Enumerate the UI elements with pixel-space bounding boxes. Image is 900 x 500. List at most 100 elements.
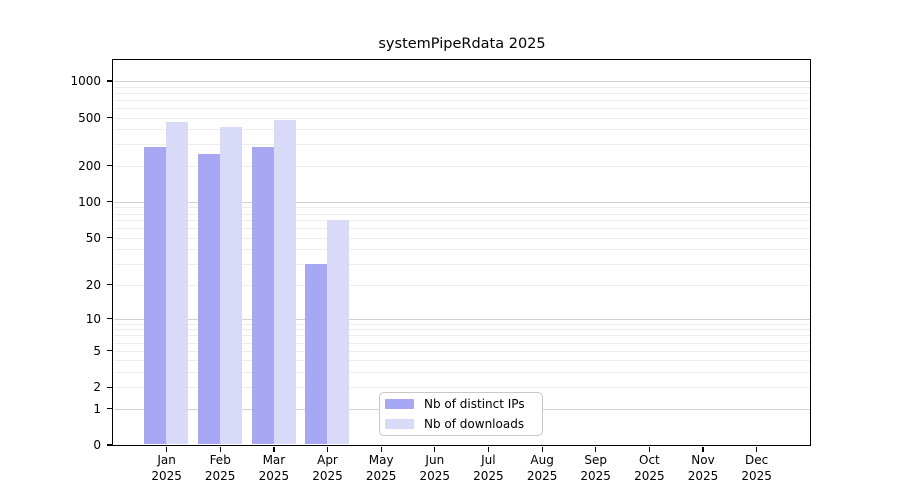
x-tick-label: Jul 2025 <box>456 452 520 484</box>
y-tick-mark <box>107 407 113 410</box>
gridline-minor <box>114 117 810 119</box>
y-tick-label: 1 <box>93 401 101 416</box>
x-tick-year: 2025 <box>312 469 343 483</box>
y-tick-mark <box>107 350 113 352</box>
legend-swatch-distinct-ips <box>385 399 414 410</box>
x-tick-month: Dec <box>744 453 769 467</box>
x-tick-month: Jul <box>481 453 496 467</box>
y-tick-mark <box>107 444 113 446</box>
x-tick-label: Mar 2025 <box>242 452 306 484</box>
gridline-minor <box>114 323 810 325</box>
y-tick-mark <box>107 201 113 203</box>
gridline-minor <box>114 237 810 239</box>
y-tick-label: 50 <box>85 230 101 245</box>
legend-swatch-downloads <box>385 418 414 429</box>
x-tick-mark <box>648 447 651 452</box>
y-tick-mark <box>107 116 113 119</box>
x-tick-month: Jan <box>157 453 176 467</box>
x-tick-year: 2025 <box>687 469 719 483</box>
bar-distinct-ips <box>197 153 220 444</box>
x-tick-mark <box>756 447 758 452</box>
y-tick-label: 5 <box>93 343 101 358</box>
x-tick-label: Jan 2025 <box>135 452 199 484</box>
gridline-minor <box>114 107 810 109</box>
bar-downloads <box>219 126 242 444</box>
x-tick-mark <box>595 447 597 452</box>
x-tick-month: Apr <box>317 453 338 467</box>
x-tick-year: 2025 <box>258 469 290 483</box>
x-tick-year: 2025 <box>580 469 611 483</box>
gridline-minor <box>114 92 810 94</box>
gridline-minor <box>114 144 810 146</box>
x-tick-label: Jun 2025 <box>403 452 467 484</box>
gridline-minor <box>114 99 810 101</box>
legend-label: Nb of downloads <box>424 416 525 431</box>
bar-downloads <box>327 220 350 444</box>
chart-title: systemPipeRdata 2025 <box>378 36 546 52</box>
x-tick-month: Feb <box>209 453 231 467</box>
x-tick-year: 2025 <box>526 469 558 483</box>
x-tick-year: 2025 <box>741 469 772 483</box>
y-tick-label: 100 <box>78 194 101 209</box>
y-tick-mark <box>107 284 113 286</box>
gridline-minor <box>114 329 810 331</box>
gridline-minor <box>114 360 810 362</box>
gridline-major <box>114 81 810 82</box>
x-tick-month: Jun <box>425 453 445 467</box>
legend-label: Nb of distinct IPs <box>424 397 525 412</box>
gridline-minor <box>114 129 810 131</box>
plot-area <box>114 61 810 444</box>
y-tick-label: 2 <box>93 380 101 395</box>
x-tick-mark <box>273 447 275 452</box>
y-tick-label: 0 <box>93 438 101 452</box>
x-tick-mark <box>541 447 543 452</box>
gridline-minor <box>114 249 810 251</box>
x-tick-month: May <box>368 453 394 467</box>
y-tick-label: 200 <box>78 158 101 173</box>
y-tick-label: 10 <box>85 311 101 326</box>
gridline-minor <box>114 213 810 215</box>
y-tick-mark <box>107 386 113 388</box>
x-tick-label: Feb 2025 <box>188 452 252 484</box>
x-tick-mark <box>326 447 329 452</box>
x-tick-year: 2025 <box>204 469 236 483</box>
gridline-minor <box>114 372 810 373</box>
x-tick-label: Oct 2025 <box>617 452 681 484</box>
x-tick-year: 2025 <box>473 469 504 483</box>
gridline-major <box>114 201 810 203</box>
bar-distinct-ips <box>144 147 167 444</box>
bar-downloads <box>273 119 296 444</box>
x-tick-mark <box>434 447 436 452</box>
gridline-minor <box>114 342 810 344</box>
gridline-minor <box>114 264 810 266</box>
bar-distinct-ips <box>305 264 328 444</box>
gridline-major <box>114 318 810 320</box>
x-tick-label: Dec 2025 <box>725 452 789 484</box>
x-tick-month: Oct <box>639 453 660 467</box>
y-tick-label: 1000 <box>70 74 101 88</box>
y-tick-mark <box>107 237 113 239</box>
gridline-minor <box>114 335 810 337</box>
bar-distinct-ips <box>251 147 274 444</box>
legend: Nb of distinct IPs Nb of downloads <box>379 392 543 436</box>
y-tick-mark <box>107 318 113 320</box>
gridline-minor <box>114 165 810 167</box>
bar-downloads <box>166 122 189 444</box>
gridline-minor <box>114 207 810 209</box>
x-tick-mark <box>166 447 168 452</box>
legend-item: Nb of downloads <box>385 416 536 433</box>
gridline-minor <box>114 284 810 286</box>
x-tick-year: 2025 <box>419 469 451 483</box>
x-tick-year: 2025 <box>365 469 397 483</box>
gridline-minor <box>114 387 810 389</box>
x-tick-label: Apr 2025 <box>296 452 360 484</box>
x-tick-label: Nov 2025 <box>671 452 735 484</box>
y-tick-mark <box>107 80 113 82</box>
gridline-minor <box>114 86 810 88</box>
plot-frame <box>112 59 811 446</box>
y-tick-label: 500 <box>78 110 101 125</box>
y-tick-mark <box>107 165 113 167</box>
x-tick-year: 2025 <box>151 469 182 483</box>
